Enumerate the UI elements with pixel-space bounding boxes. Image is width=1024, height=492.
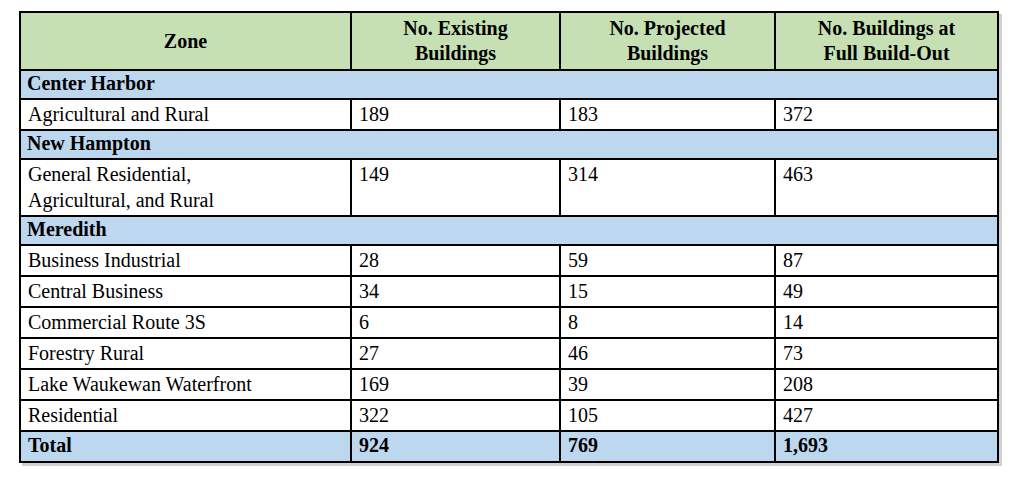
section-label: Meredith: [20, 216, 998, 245]
table-row: Commercial Route 3S 6 8 14: [20, 307, 998, 338]
column-header-zone: Zone: [20, 12, 351, 70]
table-row: Lake Waukewan Waterfront 169 39 208: [20, 369, 998, 400]
section-label: New Hampton: [20, 130, 998, 159]
existing-cell: 27: [351, 338, 560, 369]
header-row: Zone No. Existing Buildings No. Projecte…: [20, 12, 998, 70]
table-row: Forestry Rural 27 46 73: [20, 338, 998, 369]
document-page: Zone No. Existing Buildings No. Projecte…: [0, 0, 1024, 492]
zone-cell: General Residential, Agricultural, and R…: [20, 159, 351, 216]
existing-cell: 322: [351, 400, 560, 431]
projected-cell: 183: [560, 99, 775, 130]
projected-cell: 46: [560, 338, 775, 369]
full-build-out-cell: 87: [775, 245, 998, 276]
column-header-full-build-out: No. Buildings at Full Build-Out: [775, 12, 998, 70]
column-header-projected-buildings: No. Projected Buildings: [560, 12, 775, 70]
projected-cell: 8: [560, 307, 775, 338]
existing-cell: 28: [351, 245, 560, 276]
section-label: Center Harbor: [20, 70, 998, 99]
buildings-by-zone-table: Zone No. Existing Buildings No. Projecte…: [19, 11, 999, 463]
total-projected-cell: 769: [560, 431, 775, 462]
table-row: Agricultural and Rural 189 183 372: [20, 99, 998, 130]
full-build-out-cell: 427: [775, 400, 998, 431]
full-build-out-cell: 372: [775, 99, 998, 130]
zone-cell: Residential: [20, 400, 351, 431]
existing-cell: 149: [351, 159, 560, 216]
existing-cell: 169: [351, 369, 560, 400]
section-row-center-harbor: Center Harbor: [20, 70, 998, 99]
projected-cell: 105: [560, 400, 775, 431]
projected-cell: 59: [560, 245, 775, 276]
zone-cell: Commercial Route 3S: [20, 307, 351, 338]
full-build-out-cell: 463: [775, 159, 998, 216]
zone-cell: Business Industrial: [20, 245, 351, 276]
existing-cell: 6: [351, 307, 560, 338]
existing-cell: 34: [351, 276, 560, 307]
projected-cell: 15: [560, 276, 775, 307]
section-row-meredith: Meredith: [20, 216, 998, 245]
full-build-out-cell: 73: [775, 338, 998, 369]
projected-cell: 314: [560, 159, 775, 216]
column-header-existing-buildings: No. Existing Buildings: [351, 12, 560, 70]
table-row: Central Business 34 15 49: [20, 276, 998, 307]
total-existing-cell: 924: [351, 431, 560, 462]
table-row: Business Industrial 28 59 87: [20, 245, 998, 276]
table-row: Residential 322 105 427: [20, 400, 998, 431]
zone-cell: Lake Waukewan Waterfront: [20, 369, 351, 400]
table-row: General Residential, Agricultural, and R…: [20, 159, 998, 216]
zone-cell: Agricultural and Rural: [20, 99, 351, 130]
section-row-new-hampton: New Hampton: [20, 130, 998, 159]
projected-cell: 39: [560, 369, 775, 400]
full-build-out-cell: 14: [775, 307, 998, 338]
total-full-build-out-cell: 1,693: [775, 431, 998, 462]
full-build-out-cell: 208: [775, 369, 998, 400]
full-build-out-cell: 49: [775, 276, 998, 307]
total-label-cell: Total: [20, 431, 351, 462]
total-row: Total 924 769 1,693: [20, 431, 998, 462]
existing-cell: 189: [351, 99, 560, 130]
zone-cell: Central Business: [20, 276, 351, 307]
zone-cell: Forestry Rural: [20, 338, 351, 369]
